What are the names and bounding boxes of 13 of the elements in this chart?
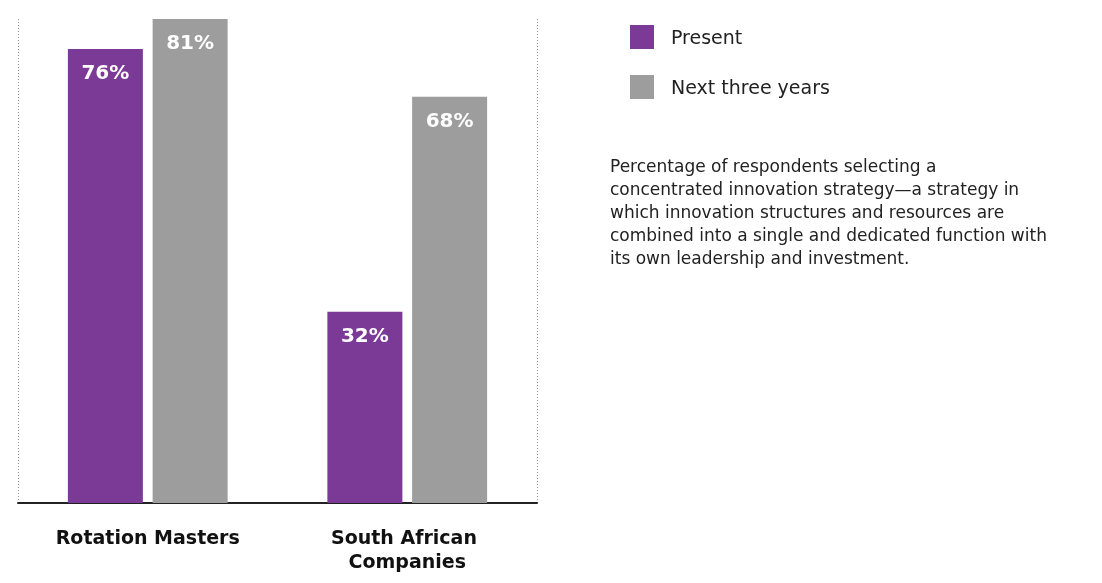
bar [152,19,228,503]
legend-label: Next three years [671,76,830,98]
bar [412,96,488,503]
legend-label: Present [671,26,743,48]
text: Percentage of respondents selecting a concentrated innovation strategy—a strategy in which innovation structures and resources are combined into a single and dedicated function with its own leadership and investment. [610,155,1048,270]
data-label: 81% [166,30,215,54]
x-tick-label: Rotation Masters [55,526,240,548]
data-label: 32% [340,322,389,347]
data-label: 68% [425,107,474,132]
bar [67,48,143,503]
data-label: 76% [81,59,130,84]
bar [327,311,403,503]
x-tick-label: South African Companies [330,526,484,572]
